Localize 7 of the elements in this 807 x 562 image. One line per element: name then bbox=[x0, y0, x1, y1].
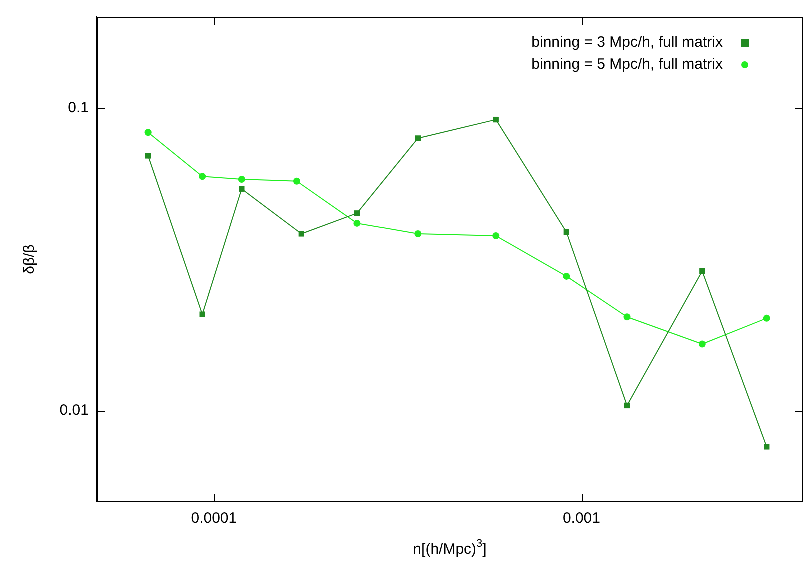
legend-label: binning = 5 Mpc/h, full matrix bbox=[532, 56, 724, 74]
x-tick-label: 0.001 bbox=[562, 510, 600, 528]
y-tick-label: 0.1 bbox=[68, 99, 89, 116]
legend-label: binning = 3 Mpc/h, full matrix bbox=[532, 34, 724, 52]
x-tick-label: 0.0001 bbox=[191, 510, 238, 528]
y-axis-title: δβ/β bbox=[21, 244, 38, 274]
y-tick-label: 0.01 bbox=[60, 402, 89, 420]
